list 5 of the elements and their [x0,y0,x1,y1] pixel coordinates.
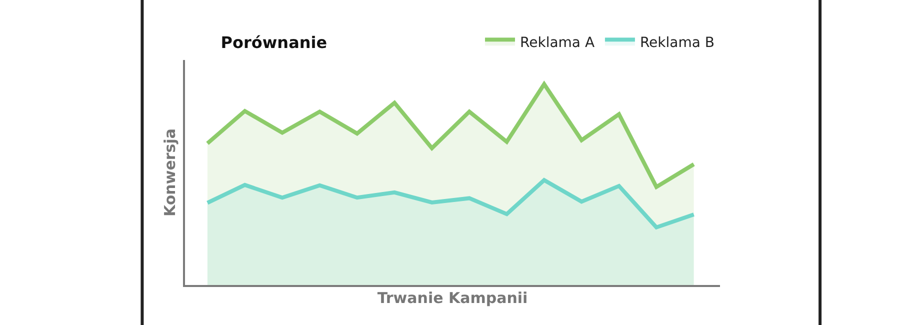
y-axis-title: Konwersja [160,128,179,216]
legend-label: Reklama A [520,35,595,52]
x-axis-title: Trwanie Kampanii [377,288,528,307]
chart-title: Porównanie [220,32,328,52]
legend-label: Reklama B [640,35,715,52]
